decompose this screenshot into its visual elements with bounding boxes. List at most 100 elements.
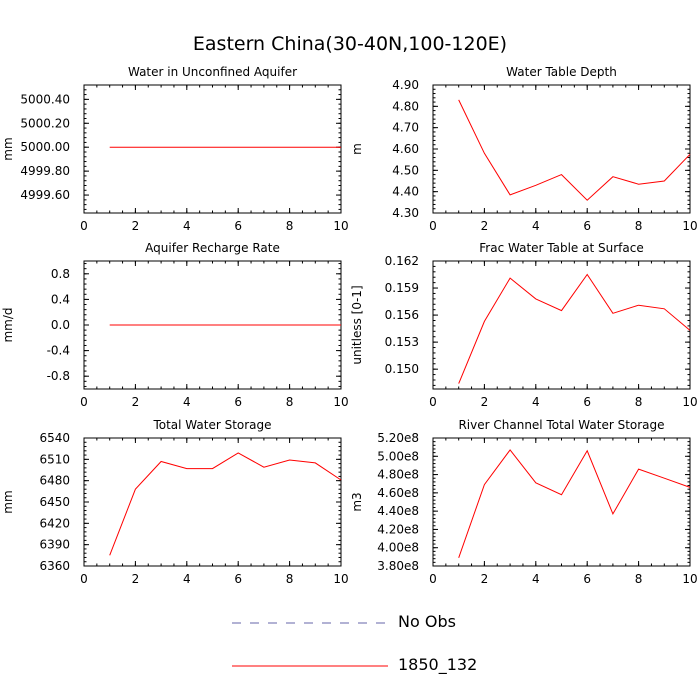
legend-solid-line-swatch bbox=[232, 665, 388, 667]
y-tick-label: 0.156 bbox=[385, 308, 419, 322]
y-tick-label: 0.0 bbox=[51, 318, 70, 332]
y-tick-label: 6360 bbox=[39, 559, 70, 573]
x-tick-label: 2 bbox=[132, 395, 140, 409]
x-tick-label: 8 bbox=[286, 395, 294, 409]
legend-label-obs: No Obs bbox=[398, 612, 456, 631]
x-tick-label: 10 bbox=[333, 572, 348, 586]
x-tick-label: 2 bbox=[481, 572, 489, 586]
legend: No Obs 1850_132 bbox=[230, 612, 530, 692]
chart-panel-1: Water Table Depth m 0 2 4 6 8 10 4.30 4.40 4.50 4.6… bbox=[350, 65, 698, 233]
x-tick-label: 8 bbox=[635, 395, 643, 409]
x-tick-label: 8 bbox=[635, 219, 643, 233]
y-tick-label: 4.90 bbox=[392, 78, 419, 92]
y-tick-label: 6450 bbox=[39, 495, 70, 509]
x-tick-label: 6 bbox=[234, 572, 242, 586]
panel-title: Total Water Storage bbox=[152, 418, 271, 432]
panel-title: River Channel Total Water Storage bbox=[458, 418, 664, 432]
x-tick-label: 0 bbox=[429, 572, 437, 586]
x-tick-label: 8 bbox=[286, 219, 294, 233]
chart-panel-2: Aquifer Recharge Rate mm/d 0 2 4 6 8 10 -0.8 -0.4… bbox=[1, 241, 349, 409]
y-axis-label: unitless [0-1] bbox=[350, 285, 364, 364]
plot-frame bbox=[432, 437, 691, 567]
y-tick-label: 6510 bbox=[39, 452, 70, 466]
x-tick-label: 10 bbox=[682, 572, 697, 586]
figure-title: Eastern China(30-40N,100-120E) bbox=[192, 33, 508, 55]
x-tick-label: 4 bbox=[532, 572, 540, 586]
x-tick-label: 2 bbox=[481, 395, 489, 409]
x-tick-label: 6 bbox=[234, 395, 242, 409]
panel-grid: Water in Unconfined Aquifer mm 0 2 4 6 8 10 4999… bbox=[1, 65, 698, 586]
y-axis-label: m bbox=[350, 143, 364, 155]
x-tick-label: 2 bbox=[132, 572, 140, 586]
panel-title: Aquifer Recharge Rate bbox=[145, 241, 280, 255]
x-tick-label: 0 bbox=[80, 572, 88, 586]
y-tick-label: 6540 bbox=[39, 431, 70, 445]
x-tick-label: 10 bbox=[682, 395, 697, 409]
y-tick-label: 5.00e8 bbox=[377, 449, 419, 463]
legend-dashed-line-swatch bbox=[232, 622, 388, 624]
x-tick-label: 0 bbox=[429, 219, 437, 233]
chart-panel-0: Water in Unconfined Aquifer mm 0 2 4 6 8 10 4999… bbox=[1, 65, 349, 233]
y-tick-label: 6390 bbox=[39, 538, 70, 552]
y-tick-label: 5000.20 bbox=[20, 116, 70, 130]
y-tick-label: 4.20e8 bbox=[377, 522, 419, 536]
y-tick-label: 3.80e8 bbox=[377, 559, 419, 573]
panel-title: Water in Unconfined Aquifer bbox=[128, 65, 297, 79]
y-tick-label: -0.4 bbox=[47, 344, 70, 358]
y-tick-label: 6420 bbox=[39, 516, 70, 530]
x-tick-label: 2 bbox=[481, 219, 489, 233]
y-tick-label: 5000.00 bbox=[20, 140, 70, 154]
series-line-1850_132 bbox=[458, 273, 691, 384]
panel-title: Water Table Depth bbox=[506, 65, 617, 79]
x-tick-label: 8 bbox=[635, 572, 643, 586]
y-tick-label: 4.50 bbox=[392, 163, 419, 177]
x-tick-label: 4 bbox=[183, 395, 191, 409]
plot-frame bbox=[432, 260, 691, 390]
y-tick-label: 4.60e8 bbox=[377, 486, 419, 500]
y-tick-label: -0.8 bbox=[47, 369, 70, 383]
y-tick-label: 4.70 bbox=[392, 121, 419, 135]
x-tick-label: 2 bbox=[132, 219, 140, 233]
legend-entry-obs: No Obs bbox=[230, 612, 530, 632]
y-axis-label: mm bbox=[1, 137, 15, 160]
x-tick-label: 10 bbox=[333, 395, 348, 409]
y-tick-label: 4.80e8 bbox=[377, 468, 419, 482]
x-tick-label: 0 bbox=[429, 395, 437, 409]
plot-frame bbox=[432, 84, 691, 214]
series-line-1850_132 bbox=[109, 452, 342, 556]
x-tick-label: 10 bbox=[682, 219, 697, 233]
x-tick-label: 6 bbox=[583, 395, 591, 409]
x-tick-label: 0 bbox=[80, 395, 88, 409]
y-tick-label: 4.60 bbox=[392, 142, 419, 156]
y-axis-label: m3 bbox=[350, 492, 364, 511]
series-line-1850_132 bbox=[458, 99, 691, 201]
y-tick-label: 4.40e8 bbox=[377, 504, 419, 518]
series-line-1850_132 bbox=[458, 449, 691, 558]
x-tick-label: 4 bbox=[532, 219, 540, 233]
y-tick-label: 4.80 bbox=[392, 99, 419, 113]
y-tick-label: 4.30 bbox=[392, 206, 419, 220]
y-tick-label: 4.40 bbox=[392, 185, 419, 199]
y-tick-label: 0.150 bbox=[385, 362, 419, 376]
y-tick-label: 0.162 bbox=[385, 254, 419, 268]
x-tick-label: 4 bbox=[183, 572, 191, 586]
y-axis-label: mm bbox=[1, 490, 15, 513]
x-tick-label: 4 bbox=[183, 219, 191, 233]
y-tick-label: 0.4 bbox=[51, 292, 70, 306]
y-tick-label: 5000.40 bbox=[20, 92, 70, 106]
plot-frame bbox=[83, 437, 342, 567]
x-tick-label: 0 bbox=[80, 219, 88, 233]
plot-frame bbox=[83, 84, 342, 214]
y-tick-label: 0.8 bbox=[51, 267, 70, 281]
x-tick-label: 6 bbox=[234, 219, 242, 233]
panel-title: Frac Water Table at Surface bbox=[479, 241, 643, 255]
y-tick-label: 0.153 bbox=[385, 335, 419, 349]
x-tick-label: 4 bbox=[532, 395, 540, 409]
chart-panel-5: River Channel Total Water Storage m3 0 2 4 6 8… bbox=[350, 418, 698, 586]
y-tick-label: 5.20e8 bbox=[377, 431, 419, 445]
y-tick-label: 4999.60 bbox=[20, 188, 70, 202]
y-tick-label: 4.00e8 bbox=[377, 541, 419, 555]
x-tick-label: 6 bbox=[583, 572, 591, 586]
legend-label-model: 1850_132 bbox=[398, 655, 478, 674]
y-tick-label: 6480 bbox=[39, 474, 70, 488]
